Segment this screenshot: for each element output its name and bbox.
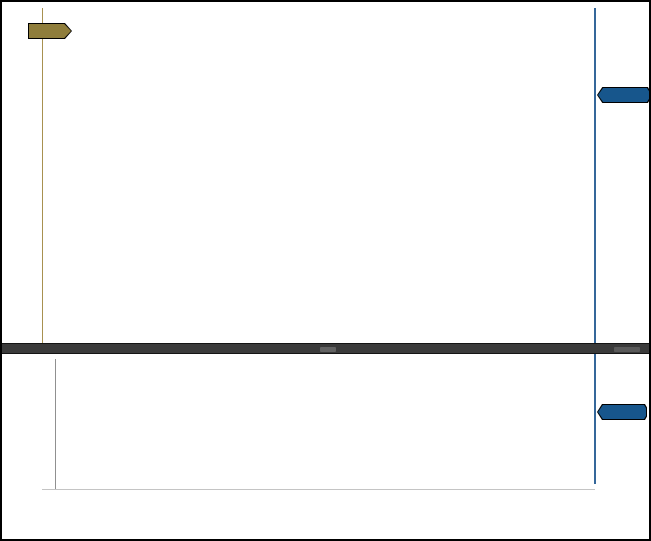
splitter-drag-handle-right[interactable]	[614, 347, 640, 352]
gold-last-value	[28, 23, 72, 39]
correlation-last-value-tag	[597, 404, 647, 420]
correlation-tag-fill	[598, 405, 646, 419]
correlation-left-axis-line	[55, 359, 56, 489]
silver-tag-fill	[598, 88, 649, 102]
gold-last-value-tag	[28, 23, 72, 39]
correlation-last-value	[597, 404, 647, 420]
bottom-panel-baseline	[42, 489, 595, 490]
silver-last-value-tag	[597, 87, 649, 103]
gold-left-axis-line	[42, 8, 43, 343]
gold-tag-fill	[29, 24, 71, 38]
panel-splitter-bar[interactable]	[2, 343, 649, 354]
silver-right-axis-line	[594, 8, 596, 343]
correlation-right-axis-line	[594, 354, 596, 484]
silver-last-value	[597, 87, 649, 103]
splitter-drag-handle[interactable]	[320, 347, 336, 352]
